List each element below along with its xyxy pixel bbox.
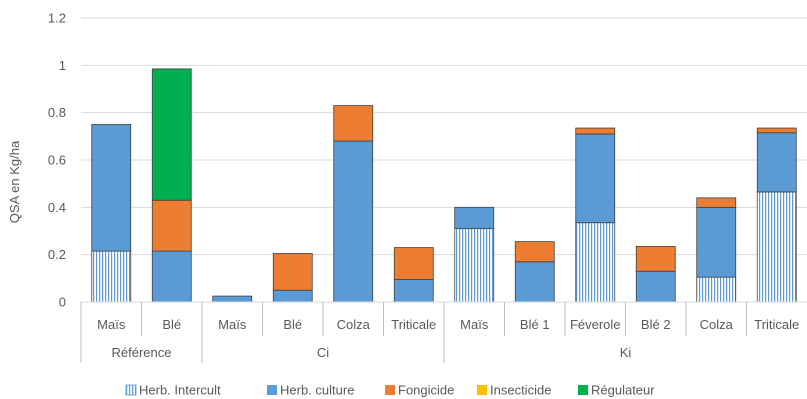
y-tick-label: 0.8 xyxy=(48,105,66,120)
legend-label: Herb. Intercult xyxy=(139,383,221,398)
bar-segment xyxy=(575,127,616,135)
bar-segment xyxy=(212,295,253,303)
x-tick-label: Triticale xyxy=(754,317,799,332)
legend-swatch xyxy=(125,384,137,396)
y-tick-label: 1 xyxy=(59,58,66,73)
bar-segment xyxy=(514,241,555,263)
legend-label: Insecticide xyxy=(490,383,551,398)
legend-swatch xyxy=(385,385,395,395)
bar-segment xyxy=(756,191,797,303)
legend-label: Fongicide xyxy=(398,383,454,398)
bar-segment xyxy=(575,133,616,224)
legend-swatch xyxy=(477,385,487,395)
gridlines xyxy=(81,17,807,303)
bar-segment xyxy=(635,245,676,272)
bar-segment xyxy=(393,279,434,303)
y-tick-label: 0.2 xyxy=(48,247,66,262)
group-label: Ki xyxy=(620,345,632,360)
bar-segment xyxy=(635,270,676,303)
bar-segment xyxy=(333,105,374,142)
x-tick-label: Triticale xyxy=(391,317,436,332)
bar-segment xyxy=(454,206,495,230)
bar-segment xyxy=(454,228,495,303)
legend-label: Herb. culture xyxy=(280,383,354,398)
bar-segment xyxy=(151,68,192,201)
bar-segment xyxy=(696,197,737,208)
legend-label: Régulateur xyxy=(591,383,655,398)
bar-segment xyxy=(696,276,737,303)
bar-segment xyxy=(696,206,737,278)
group-label: Référence xyxy=(112,345,172,360)
bar-segment xyxy=(151,199,192,252)
x-tick-label: Maïs xyxy=(97,317,126,332)
x-tick-label: Colza xyxy=(337,317,371,332)
bar-segment xyxy=(91,250,132,303)
bar-segment xyxy=(575,222,616,303)
x-tick-label: Colza xyxy=(700,317,734,332)
x-tick-label: Maïs xyxy=(218,317,247,332)
legend-swatch xyxy=(578,385,588,395)
bars xyxy=(91,68,797,303)
y-axis-ticks: 0 0.2 0.4 0.6 0.8 1 1.2 xyxy=(48,11,66,310)
bar-segment xyxy=(91,124,132,252)
x-tick-label: Féverole xyxy=(570,317,621,332)
x-axis: Maïs Blé Maïs Blé Colza Triticale Maïs Blé 1 Fév… xyxy=(80,301,807,363)
y-tick-label: 0 xyxy=(59,295,66,310)
x-tick-label: Blé 2 xyxy=(641,317,671,332)
bar-segment xyxy=(514,261,555,303)
y-tick-label: 1.2 xyxy=(48,11,66,26)
bar-segment xyxy=(393,247,434,280)
bar-segment xyxy=(272,253,313,291)
legend: Herb. Intercult Herb. culture Fongicide Ins… xyxy=(125,383,655,398)
x-tick-label: Maïs xyxy=(460,317,489,332)
y-axis-label: QSA en Kg/ha xyxy=(7,140,22,223)
bar-segment xyxy=(272,289,313,303)
bar-segment xyxy=(756,127,797,134)
legend-swatch xyxy=(267,385,277,395)
y-tick-label: 0.6 xyxy=(48,153,66,168)
bar-segment xyxy=(333,140,374,303)
x-tick-label: Blé xyxy=(283,317,302,332)
group-label: Ci xyxy=(317,345,329,360)
x-tick-label: Blé xyxy=(162,317,181,332)
bar-segment xyxy=(151,250,192,303)
bar-segment xyxy=(756,132,797,193)
x-tick-label: Blé 1 xyxy=(520,317,550,332)
y-tick-label: 0.4 xyxy=(48,200,66,215)
